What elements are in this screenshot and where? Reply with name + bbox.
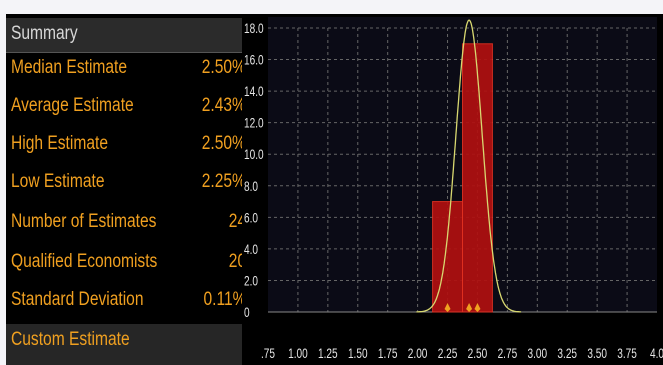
row-label: Low Estimate [11, 171, 105, 192]
histogram-bar [462, 43, 493, 313]
y-tick-label: 18.0 [244, 20, 264, 36]
summary-panel: Summary Median Estimate 2.50% Average Es… [6, 14, 248, 365]
x-tick-label: 1.00 [288, 345, 308, 361]
y-tick-label: 10.0 [244, 147, 264, 163]
row-value: 24 [228, 211, 246, 232]
estimate-marker [466, 303, 473, 312]
distribution-curve [416, 19, 522, 313]
x-tick-label: 3.25 [557, 345, 577, 361]
row-number-of-estimates[interactable]: Number of Estimates 24 [6, 206, 248, 244]
row-label: Average Estimate [11, 95, 134, 116]
x-tick-label: 2.25 [438, 345, 458, 361]
estimate-marker [474, 303, 481, 312]
row-value: 0.11% [202, 289, 246, 310]
x-tick-label: 2.50 [468, 345, 488, 361]
y-tick-label: 6.0 [244, 210, 258, 226]
x-axis: .75 1.00 1.25 1.50 1.75 2.00 2.25 2.50 2.75 3.00 3… [261, 345, 663, 361]
row-qualified-economists[interactable]: Qualified Economists 20 [6, 246, 248, 284]
x-tick-label: .75 [261, 345, 275, 361]
estimate-marker [444, 303, 451, 312]
row-label: Custom Estimate [11, 329, 130, 350]
row-custom-estimate[interactable]: Custom Estimate [6, 324, 248, 365]
row-standard-deviation[interactable]: Standard Deviation 0.11% [6, 284, 248, 322]
distribution-chart: 0 2.0 4.0 6.0 8.0 10.0 12.0 14.0 16.0 18.0 .75 1.0… [242, 14, 663, 365]
row-label: High Estimate [11, 133, 108, 154]
row-label: Number of Estimates [11, 211, 157, 232]
x-tick-label: 1.25 [318, 345, 338, 361]
row-value: 2.25% [201, 171, 246, 192]
y-axis: 0 2.0 4.0 6.0 8.0 10.0 12.0 14.0 16.0 18.0 [244, 20, 264, 320]
y-tick-label: 16.0 [244, 52, 264, 68]
row-average-estimate[interactable]: Average Estimate 2.43% [6, 90, 248, 128]
row-label: Qualified Economists [11, 251, 158, 272]
y-tick-label: 12.0 [244, 115, 264, 131]
x-tick-label: 3.75 [617, 345, 637, 361]
distribution-chart-svg: 0 2.0 4.0 6.0 8.0 10.0 12.0 14.0 16.0 18.0 .75 1.0… [242, 14, 663, 365]
x-tick-label: 1.75 [378, 345, 398, 361]
x-tick-label: 3.00 [528, 345, 548, 361]
row-value: 2.50% [201, 57, 246, 78]
estimates-window: Summary Median Estimate 2.50% Average Es… [6, 14, 663, 365]
x-tick-label: 1.50 [348, 345, 368, 361]
row-high-estimate[interactable]: High Estimate 2.50% [6, 128, 248, 166]
row-value: 20 [228, 251, 246, 272]
y-tick-label: 8.0 [244, 178, 258, 194]
row-label: Median Estimate [11, 57, 128, 78]
x-tick-label: 2.00 [408, 345, 428, 361]
row-label: Standard Deviation [11, 289, 144, 310]
y-tick-label: 14.0 [244, 83, 264, 99]
x-tick-label: 2.75 [498, 345, 518, 361]
y-tick-label: 4.0 [244, 241, 258, 257]
row-value: 2.43% [201, 95, 246, 116]
summary-title: Summary [11, 23, 78, 44]
curve-layer [416, 19, 522, 313]
bar-layer [432, 43, 493, 313]
x-tick-label: 3.50 [587, 345, 607, 361]
x-tick-label: 4.0 [650, 345, 663, 361]
row-low-estimate[interactable]: Low Estimate 2.25% [6, 166, 248, 204]
summary-header: Summary [6, 18, 248, 53]
marker-layer [444, 303, 481, 312]
y-tick-label: 0 [244, 304, 250, 320]
row-median-estimate[interactable]: Median Estimate 2.50% [6, 52, 248, 90]
y-tick-label: 2.0 [244, 273, 258, 289]
row-value: 2.50% [201, 133, 246, 154]
